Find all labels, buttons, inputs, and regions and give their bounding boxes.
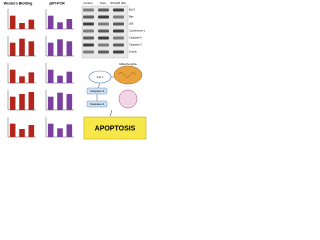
band	[83, 36, 94, 40]
band	[98, 36, 109, 40]
band	[98, 22, 109, 26]
column-label: Control	[83, 1, 92, 5]
bar	[9, 69, 16, 83]
bar	[47, 96, 54, 110]
bar	[57, 39, 63, 56]
diagram: Mitochondria Cyt c Caspase-9 Caspase-3 A…	[83, 62, 147, 140]
label: Mitochondria	[119, 62, 137, 66]
band	[113, 43, 124, 47]
figure: Western Blotting qRT-PCR Mitochondria Cy…	[0, 0, 150, 144]
label: Cyt c	[97, 75, 104, 79]
band	[83, 22, 94, 26]
row-label: Bax	[129, 15, 134, 19]
cristae	[117, 72, 137, 78]
bar	[19, 94, 25, 110]
band	[83, 15, 94, 19]
bar	[28, 125, 35, 137]
arrow	[109, 109, 113, 117]
arrow	[97, 82, 101, 89]
bar	[19, 23, 25, 29]
bar	[47, 15, 54, 29]
band	[113, 29, 124, 33]
bar	[57, 75, 63, 83]
band	[83, 50, 94, 54]
bar	[19, 76, 25, 83]
row-label: β-actin	[129, 50, 137, 54]
band	[113, 8, 124, 12]
band	[98, 8, 109, 12]
bar	[57, 128, 63, 137]
band	[98, 15, 109, 19]
row-label: p53	[129, 22, 134, 26]
band	[98, 50, 109, 54]
column-label: SCA(25 nM)	[110, 1, 125, 5]
bar	[47, 123, 54, 137]
bar	[28, 41, 35, 56]
row-label: Cytochrome c	[129, 29, 146, 33]
bar	[9, 123, 16, 137]
band	[83, 8, 94, 12]
node	[118, 89, 138, 109]
bar	[19, 129, 25, 137]
row-label: Caspase-9	[129, 36, 142, 40]
band	[113, 50, 124, 54]
band	[98, 43, 109, 47]
row-label: Bcl-2	[129, 8, 135, 12]
bar	[19, 38, 25, 56]
bar	[66, 19, 73, 29]
mitochondria	[113, 65, 143, 85]
band	[113, 22, 124, 26]
panel-title: Western Blotting	[4, 1, 33, 5]
label: Caspase-3	[90, 102, 105, 106]
column-label: Sora	[100, 1, 106, 5]
band	[83, 43, 94, 47]
band	[113, 36, 124, 40]
bar	[47, 42, 54, 56]
band	[98, 29, 109, 33]
band	[83, 29, 94, 33]
bar	[28, 19, 35, 29]
label: Caspase-9	[90, 89, 105, 93]
bar	[9, 96, 16, 110]
bar	[57, 22, 63, 29]
bar	[9, 15, 16, 29]
bar	[47, 69, 54, 83]
result-label: APOPTOSIS	[95, 125, 136, 132]
bar	[28, 92, 35, 110]
band	[113, 15, 124, 19]
bar	[28, 72, 35, 83]
bar	[9, 42, 16, 56]
bar	[57, 92, 63, 110]
bar	[66, 94, 73, 110]
bar	[66, 71, 73, 83]
row-label: Caspase-3	[129, 43, 142, 47]
result-box	[83, 116, 147, 140]
bar	[66, 124, 73, 137]
bar	[66, 41, 73, 56]
panel-title: qRT-PCR	[49, 1, 65, 5]
